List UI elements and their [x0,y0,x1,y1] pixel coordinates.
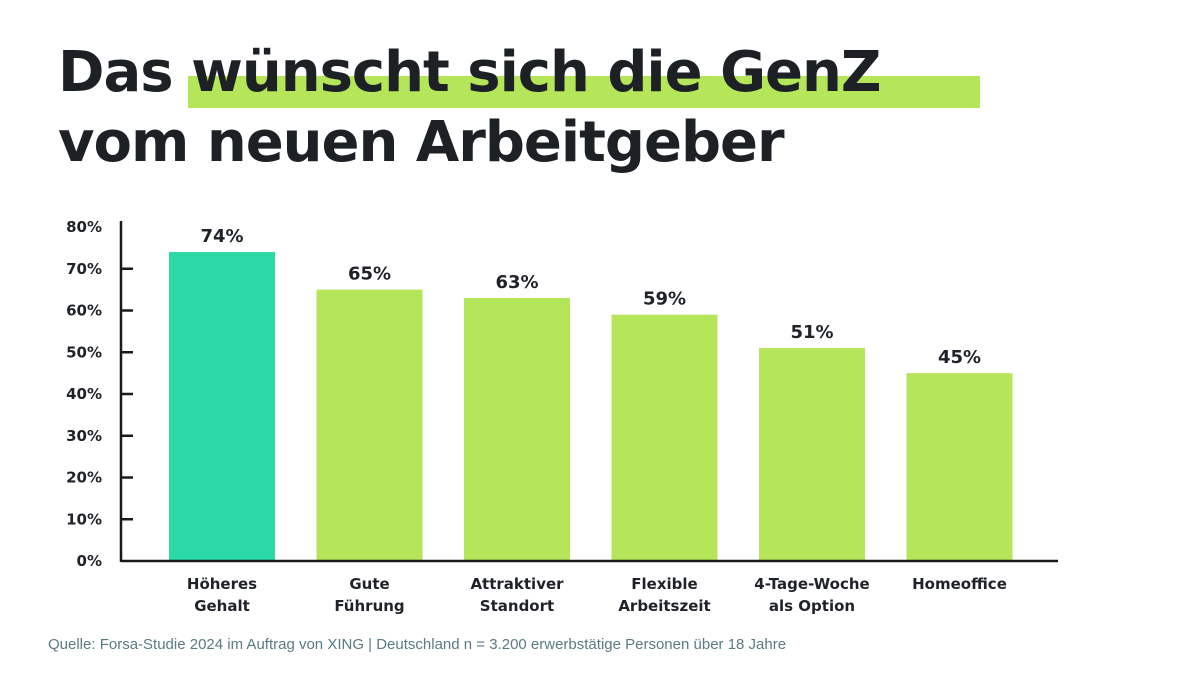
bar-value-label: 51% [790,322,833,343]
bar-value-label: 63% [495,272,538,293]
bar-value-label: 45% [938,347,981,368]
bar [759,348,865,561]
bar [611,314,718,561]
title-highlighted-text: wünscht sich die GenZ [191,40,881,105]
y-tick-label: 50% [66,343,102,361]
chart-title: Das wünscht sich die GenZ vom neuen Arbe… [58,38,882,178]
x-category-label: Attraktiver [470,575,564,593]
y-tick-label: 20% [66,469,102,487]
title-prefix: Das [58,40,174,105]
title-highlight [188,76,980,108]
bar [464,297,570,561]
y-tick-label: 10% [66,510,102,528]
x-category-label: Flexible [631,575,697,593]
y-tick-label: 30% [66,427,102,445]
source-note: Quelle: Forsa-Studie 2024 im Auftrag von… [48,636,787,653]
x-category-label: als Option [769,597,855,615]
y-tick-label: 0% [77,552,102,570]
x-category-label: Gehalt [194,597,250,615]
x-category-label: 4-Tage-Woche [754,575,869,593]
x-category-label: Führung [334,597,404,615]
title-line-1: Das wünscht sich die GenZ [58,38,882,108]
bar [906,373,1013,561]
y-tick-label: 40% [66,385,102,403]
y-tick-label: 60% [66,302,102,320]
y-tick-label: 80% [66,218,102,236]
y-tick-label: 70% [66,260,102,278]
x-category-label: Gute [349,575,389,593]
x-category-label: Homeoffice [912,575,1007,593]
x-category-label: Höheres [187,575,257,593]
bars: 74% 65% 63% 59% 51% 45% [169,226,1013,562]
bar [169,252,275,562]
bar-value-label: 59% [643,289,686,310]
x-category-label: Standort [480,597,554,615]
bar-value-label: 65% [348,264,391,285]
bar-value-label: 74% [200,226,243,247]
x-axis: Höheres Gehalt Gute Führung Attraktiver Stand… [121,559,1058,615]
y-axis: 0% 10% 20% 30% 40% 50% 60% 70% 80% [66,218,133,570]
title-line-2: vom neuen Arbeitgeber [58,110,785,175]
x-category-label: Arbeitszeit [618,597,710,615]
bar [316,289,423,561]
title-block: Das wünscht sich die GenZ vom neuen Arbe… [0,0,1200,200]
